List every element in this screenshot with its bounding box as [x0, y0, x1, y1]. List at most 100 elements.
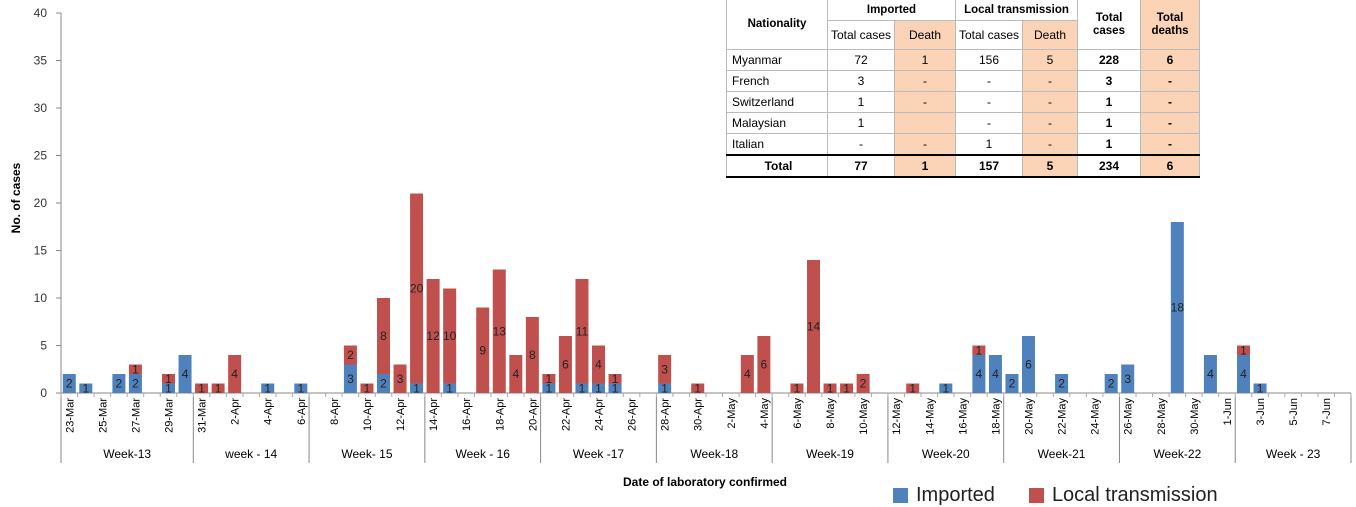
- bar-imported: [1121, 364, 1135, 393]
- x-tick-label: 2-Apr: [230, 398, 242, 425]
- bar-local: [691, 383, 705, 393]
- bar-local: [757, 336, 771, 393]
- bar-label-imported: 6: [1025, 358, 1032, 372]
- x-tick-label: 16-Apr: [461, 398, 473, 431]
- imp-cases-cell: 1: [827, 112, 895, 134]
- local-swatch: [1028, 488, 1044, 503]
- x-tick-label: 12-Apr: [395, 398, 407, 431]
- bar-local: [228, 355, 242, 393]
- x-tick-label: 18-Apr: [494, 398, 506, 431]
- table-total-row: Total 77 1 157 5 234 6: [726, 154, 1200, 178]
- x-tick-label: 23-Mar: [64, 398, 76, 433]
- bar-local: [906, 383, 920, 393]
- y-tick-label: 30: [34, 101, 48, 115]
- x-tick-label: 4-May: [759, 398, 771, 429]
- bar-label-local: 1: [827, 381, 834, 395]
- nationality-cell: Total: [726, 154, 828, 178]
- bar-label-imported: 2: [1058, 377, 1065, 391]
- bar-imported: [1055, 374, 1069, 393]
- local-death-subheader: Death: [1022, 20, 1078, 50]
- bar-label-local: 2: [860, 377, 867, 391]
- bar-local: [377, 298, 390, 374]
- bar-imported: [343, 364, 357, 393]
- bar-imported: [542, 383, 556, 393]
- total-deaths-cell: -: [1140, 70, 1200, 92]
- table-row: Myanmar 72 1 156 5 228 6: [726, 49, 1200, 71]
- bar-label-imported: 18: [1171, 301, 1185, 315]
- bar-imported: [1005, 374, 1019, 393]
- bar-label-imported: 1: [942, 381, 949, 395]
- x-tick-label: 10-May: [858, 398, 870, 435]
- bar-local: [211, 383, 225, 393]
- x-tick-label: 20-May: [1024, 398, 1036, 435]
- bar-imported: [410, 383, 424, 393]
- bar-label-imported: 3: [1124, 372, 1131, 386]
- week-label: Week-13: [103, 447, 151, 461]
- bar-label-local: 6: [562, 358, 569, 372]
- bar-label-local: 14: [807, 320, 821, 334]
- x-tick-label: 16-May: [957, 398, 969, 435]
- imp-cases-cell: 72: [827, 49, 895, 71]
- x-tick-label: 26-Apr: [627, 398, 639, 431]
- nationality-cell: Switzerland: [726, 91, 828, 113]
- y-tick-label: 35: [34, 54, 48, 68]
- x-tick-label: 25-Mar: [97, 398, 109, 433]
- x-tick-label: 2-May: [726, 398, 738, 429]
- week-label: week - 14: [224, 447, 277, 461]
- table-row: Switzerland 1- - -1-: [726, 91, 1200, 113]
- bar-local: [525, 317, 539, 393]
- week-label: Week-22: [1153, 447, 1201, 461]
- bar-local: [972, 345, 986, 355]
- week-label: Week- 15: [341, 447, 392, 461]
- x-tick-label: 6-May: [792, 398, 804, 429]
- y-tick-label: 10: [34, 291, 48, 305]
- bar-imported: [443, 383, 457, 393]
- bar-local: [162, 374, 175, 384]
- bar-label-local: 1: [1240, 343, 1247, 357]
- nationality-cell: French: [726, 70, 828, 92]
- bar-local: [592, 345, 605, 384]
- y-tick-label: 25: [34, 149, 48, 163]
- total-deaths-cell: -: [1140, 133, 1200, 156]
- x-tick-label: 3-Jun: [1255, 398, 1267, 426]
- week-label: Week -17: [573, 447, 624, 461]
- bar-label-local: 4: [512, 367, 519, 381]
- x-tick-label: 8-Apr: [329, 398, 341, 425]
- week-label: Week-21: [1038, 447, 1086, 461]
- bar-imported: [608, 383, 622, 393]
- cases-by-nationality-table: Nationality Imported Local transmission …: [726, 0, 1200, 178]
- bar-label-local: 11: [576, 324, 589, 338]
- bar-label-imported: 4: [992, 367, 999, 381]
- imp-cases-cell: 3: [827, 70, 895, 92]
- bar-label-imported: 1: [1257, 381, 1264, 395]
- bar-label-local: 12: [426, 329, 440, 343]
- bar-imported: [575, 383, 589, 393]
- bar-imported: [1203, 355, 1217, 393]
- bar-imported: [128, 374, 142, 393]
- bar-imported: [112, 374, 126, 393]
- bar-local: [509, 355, 523, 393]
- loc-death-cell: -: [1022, 70, 1078, 92]
- x-tick-label: 4-Apr: [263, 398, 275, 425]
- x-tick-label: 29-Mar: [164, 398, 176, 433]
- total-deaths-header: Total deaths: [1140, 0, 1200, 50]
- bar-label-local: 4: [595, 358, 602, 372]
- total-deaths-cell: -: [1140, 91, 1200, 113]
- imported-swatch: [893, 488, 908, 503]
- week-label: Week - 16: [455, 447, 510, 461]
- imp-cases-cell: -: [827, 133, 895, 156]
- bar-imported: [62, 374, 76, 393]
- loc-death-cell: -: [1022, 91, 1078, 113]
- bar-imported: [1022, 336, 1035, 393]
- bar-label-imported: 1: [579, 381, 586, 395]
- loc-death-cell: -: [1022, 133, 1078, 156]
- bar-label-local: 8: [529, 348, 536, 362]
- bar-label-local: 1: [909, 381, 916, 395]
- imp-death-cell: -: [894, 91, 956, 113]
- x-tick-label: 30-Apr: [693, 398, 705, 431]
- bar-label-imported: 2: [132, 377, 139, 391]
- bar-label-local: 9: [479, 343, 486, 357]
- nationality-header: Nationality: [726, 0, 828, 50]
- bar-local: [856, 374, 870, 393]
